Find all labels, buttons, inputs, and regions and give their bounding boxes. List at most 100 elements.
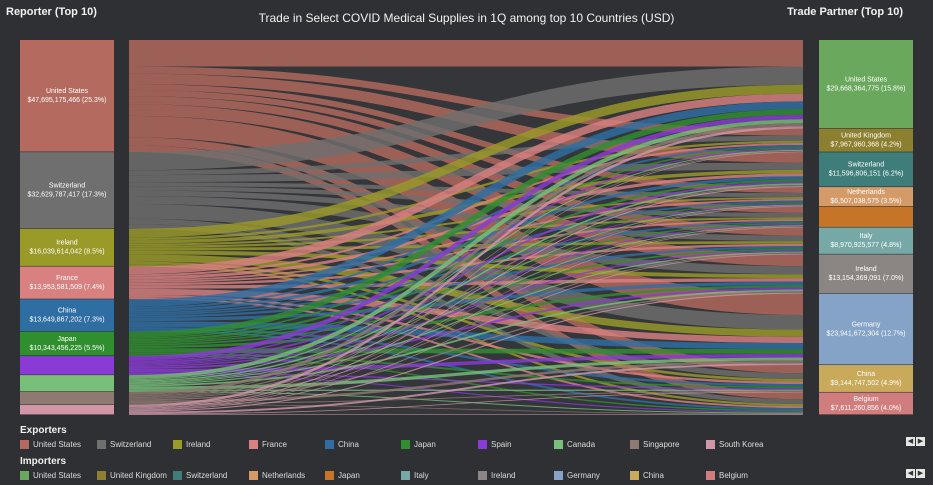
- flow-canada-to-switzerland: [128, 183, 804, 382]
- partner-value-ireland: $13,154,369,091 (7.0%): [828, 275, 903, 282]
- flow-canada-to-belgium: [128, 390, 804, 414]
- flow-south-korea-to-ireland: [128, 292, 804, 412]
- legend-swatch: [20, 471, 29, 480]
- importers-prev-button[interactable]: ◀: [906, 469, 915, 478]
- exporter-legend-item-spain[interactable]: Spain: [478, 440, 511, 449]
- flow-ireland-to-united-states: [128, 84, 804, 238]
- importer-legend-item-ireland[interactable]: Ireland: [478, 471, 515, 480]
- reporter-node-spain: [20, 356, 114, 375]
- importer-legend-item-italy[interactable]: Italy: [401, 471, 429, 480]
- flow-canada-to-netherlands: [128, 204, 804, 383]
- partner-label-germany: Germany: [852, 321, 881, 328]
- partner-value-united-kingdom: $7,967,960,368 (4.2%): [830, 142, 901, 149]
- legend-label: Ireland: [491, 471, 516, 480]
- partner-node-germany: [819, 293, 913, 365]
- flow-south-korea-to-italy: [128, 253, 804, 411]
- exporters-next-button[interactable]: ▶: [916, 437, 925, 446]
- importer-legend-item-united-kingdom[interactable]: United Kingdom: [97, 471, 167, 480]
- partner-value-china: $9,144,747,502 (4.9%): [830, 380, 901, 387]
- flow-singapore-to-china: [128, 390, 804, 405]
- flow-canada-to-ireland: [128, 289, 804, 387]
- importer-legend-item-germany[interactable]: Germany: [554, 471, 600, 480]
- flow-spain-to-united-states: [128, 114, 804, 361]
- legend-swatch: [554, 471, 563, 480]
- legend-label: Spain: [491, 440, 512, 449]
- flow-japan-to-united-kingdom: [128, 147, 804, 339]
- partner-label-netherlands: Netherlands: [847, 189, 885, 196]
- reporter-node-japan: [20, 331, 114, 356]
- flow-china-to-germany: [128, 321, 804, 350]
- exporters-legend: Exporters United States Switzerland Irelan…: [20, 425, 910, 454]
- legend-swatch: [325, 440, 334, 449]
- importer-legend-item-japan[interactable]: Japan: [325, 471, 360, 480]
- exporter-legend-item-china[interactable]: China: [325, 440, 359, 449]
- flow-singapore-to-netherlands: [128, 205, 804, 398]
- legend-label: China: [338, 440, 359, 449]
- reporter-node-ireland: [20, 228, 114, 266]
- flow-spain-to-italy: [128, 250, 804, 367]
- importer-legend-item-united-states[interactable]: United States: [20, 471, 81, 480]
- flow-canada-to-japan: [128, 225, 804, 384]
- legend-swatch: [20, 440, 29, 449]
- partner-value-italy: $8,970,925,577 (4.8%): [830, 242, 901, 249]
- partner-label-ireland: Ireland: [855, 266, 877, 273]
- partner-label-switzerland: Switzerland: [848, 162, 884, 169]
- flow-south-korea-to-china: [128, 391, 804, 415]
- flow-ireland-to-japan: [128, 217, 804, 248]
- importer-legend-item-netherlands[interactable]: Netherlands: [249, 471, 305, 480]
- importer-legend-item-switzerland[interactable]: Switzerland: [173, 471, 227, 480]
- flow-canada-to-united-kingdom: [128, 149, 804, 381]
- importers-legend: Importers United States United Kingdom Swi…: [20, 456, 910, 485]
- partner-node-switzerland: [819, 152, 913, 187]
- flow-south-korea-to-switzerland: [128, 186, 804, 409]
- exporter-legend-item-united-states[interactable]: United States: [20, 440, 81, 449]
- flow-china-to-switzerland: [128, 176, 804, 312]
- reporter-label-united-states: United States: [46, 88, 89, 95]
- partner-node-italy: [819, 227, 913, 254]
- exporter-legend-item-france[interactable]: France: [249, 440, 287, 449]
- flow-singapore-to-ireland: [128, 291, 804, 401]
- exporters-prev-button[interactable]: ◀: [906, 437, 915, 446]
- sankey-chart: United States $47,695,175,466 (25.3%) Swit…: [20, 39, 913, 415]
- legend-swatch: [249, 440, 258, 449]
- legend-swatch: [401, 440, 410, 449]
- flow-spain-to-japan: [128, 224, 804, 366]
- partner-label-belgium: Belgium: [853, 396, 878, 403]
- reporter-label-france: France: [56, 275, 78, 282]
- partner-label-china: China: [857, 371, 875, 378]
- partner-label-united-kingdom: United Kingdom: [841, 133, 891, 140]
- importers-next-button[interactable]: ▶: [916, 469, 925, 478]
- partner-value-germany: $23,941,672,304 (12.7%): [826, 330, 905, 337]
- reporter-value-united-states: $47,695,175,466 (25.3%): [27, 97, 106, 104]
- legend-label: Italy: [414, 471, 429, 480]
- flow-spain-to-switzerland: [128, 181, 804, 364]
- exporter-legend-item-switzerland[interactable]: Switzerland: [97, 440, 151, 449]
- flow-ireland-to-china: [128, 261, 804, 382]
- flow-singapore-to-japan: [128, 226, 804, 399]
- legend-swatch: [97, 440, 106, 449]
- partner-node-united-states: [819, 40, 913, 129]
- flow-south-korea-to-japan: [128, 226, 804, 410]
- exporter-legend-item-japan[interactable]: Japan: [401, 440, 436, 449]
- legend-label: Netherlands: [262, 471, 306, 480]
- flows: [128, 39, 804, 415]
- reporter-node-singapore: [20, 391, 114, 405]
- legend-label: Japan: [338, 471, 360, 480]
- importers-legend-items: United States United Kingdom Switzerland Ne…: [20, 471, 910, 485]
- partner-node-japan: [819, 206, 913, 227]
- partner-label-united-states: United States: [845, 76, 888, 83]
- exporter-legend-item-singapore[interactable]: Singapore: [630, 440, 679, 449]
- legend-label: Japan: [414, 440, 436, 449]
- partner-label-italy: Italy: [860, 233, 873, 240]
- flow-france-to-china: [128, 294, 804, 385]
- exporter-legend-item-canada[interactable]: Canada: [554, 440, 595, 449]
- exporter-legend-item-south-korea[interactable]: South Korea: [706, 440, 763, 449]
- legend-swatch: [478, 440, 487, 449]
- flow-spain-to-netherlands: [128, 203, 804, 365]
- reporter-value-switzerland: $32,629,787,417 (17.3%): [27, 192, 106, 199]
- importer-legend-item-belgium[interactable]: Belgium: [706, 471, 748, 480]
- exporter-legend-item-ireland[interactable]: Ireland: [173, 440, 210, 449]
- importer-legend-item-china[interactable]: China: [630, 471, 664, 480]
- partner-node-belgium: [819, 392, 913, 415]
- legend-label: China: [643, 471, 664, 480]
